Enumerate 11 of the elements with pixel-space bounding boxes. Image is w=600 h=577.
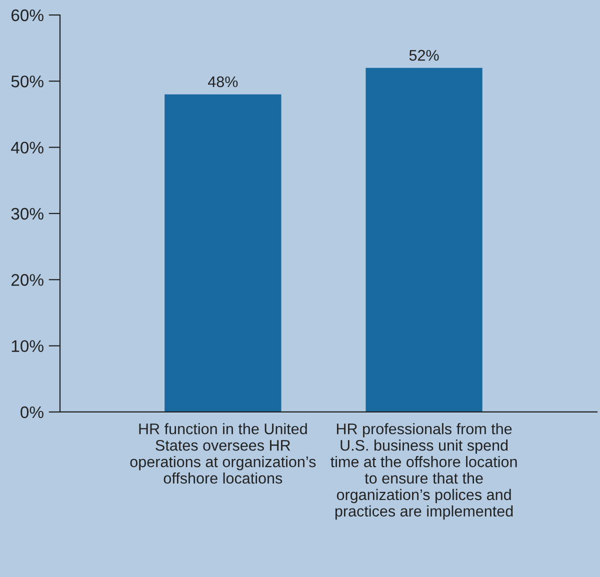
y-tick-label: 20% [12,274,44,286]
data-label: 52% [409,50,439,61]
y-tick-label: 50% [11,76,44,88]
data-label: 48% [208,76,238,88]
x-tick-label: HR function in the United States oversees HR operations at organization’s offshore locations [130,423,316,484]
y-tick-label: 60% [12,9,44,22]
y-tick-label: 0% [20,406,44,418]
y-tick-label: 30% [11,208,44,220]
y-tick-label: 40% [11,142,44,154]
y-tick-label: 10% [12,340,44,352]
x-tick-label: HR professionals from the U.S. business unit spend time at the offshore location to ensure that the organization’s polices and practices are implemented [330,423,517,520]
